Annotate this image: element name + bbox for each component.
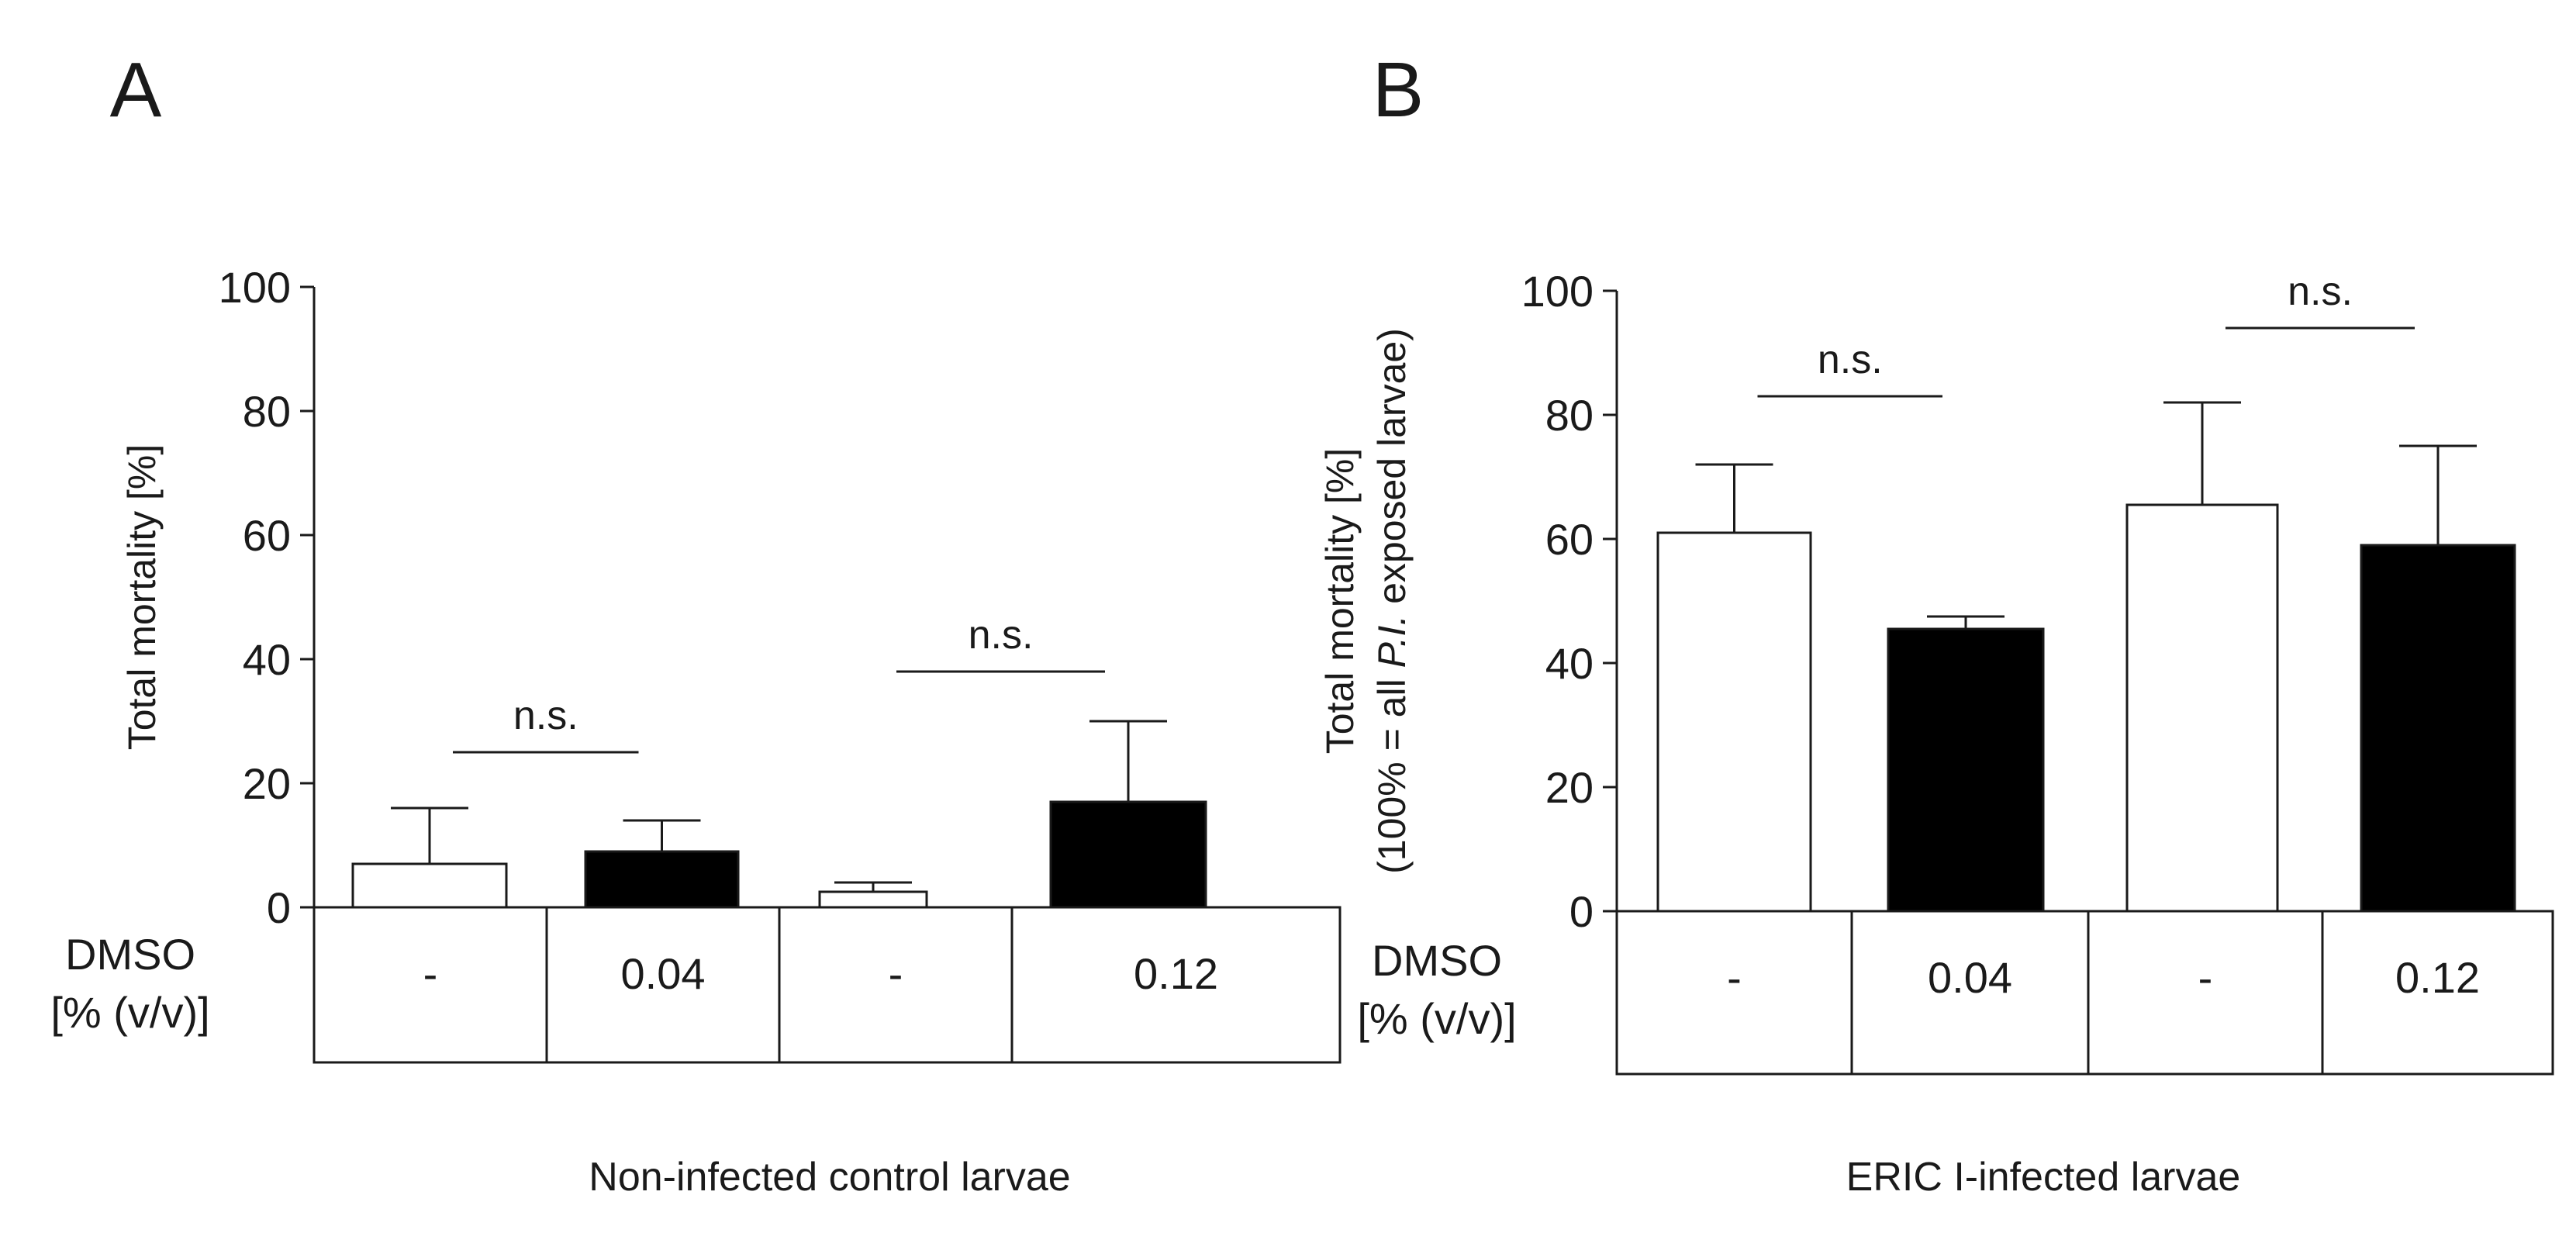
row-header-line: DMSO <box>65 930 195 979</box>
y-tick-label: 20 <box>243 759 291 808</box>
x-axis-caption: ERIC I-infected larvae <box>1846 1155 2241 1200</box>
y-tick-label: 40 <box>1545 639 1594 688</box>
y-tick-label: 100 <box>1521 267 1594 316</box>
bar <box>1049 800 1207 909</box>
dose-cell-label: - <box>423 949 438 998</box>
y-axis-label: (100% = all P.I. exposed larvae) <box>1370 328 1414 874</box>
row-header-line: [% (v/v)] <box>1357 994 1516 1043</box>
bar <box>1887 627 2045 913</box>
dose-cell-label: - <box>1727 953 1742 1002</box>
x-axis-caption: Non-infected control larvae <box>589 1155 1070 1200</box>
y-axis-label: Total mortality [%] <box>120 444 164 751</box>
y-axis-label: Total mortality [%] <box>1318 448 1362 755</box>
bar <box>1656 531 1812 913</box>
y-tick-label: 80 <box>243 387 291 436</box>
bar <box>584 850 740 909</box>
significance-label: n.s. <box>1818 337 1883 382</box>
significance-label: n.s. <box>969 613 1034 658</box>
y-tick-label: 60 <box>1545 515 1594 564</box>
bar <box>2360 544 2516 913</box>
bar <box>351 862 508 909</box>
bar <box>818 890 928 909</box>
y-tick-label: 60 <box>243 511 291 560</box>
dose-cell-label: - <box>889 949 903 998</box>
y-tick-label: 20 <box>1545 763 1594 812</box>
bar <box>2125 503 2279 913</box>
dose-cell-label: - <box>2198 953 2213 1002</box>
row-header-line: DMSO <box>1372 936 1502 985</box>
dose-cell-label: 0.04 <box>621 949 706 998</box>
dose-cell-label: 0.12 <box>2395 953 2480 1002</box>
y-tick-label: 0 <box>1569 887 1594 936</box>
dose-table-frame <box>1615 910 2554 1076</box>
dose-cell-label: 0.04 <box>1928 953 2012 1002</box>
panel-b: B 0 20 40 60 80 100 Total mortality [%](100% = … <box>1318 47 2554 1200</box>
y-tick-label: 100 <box>219 263 291 312</box>
y-tick-label: 0 <box>267 883 291 932</box>
y-tick-label: 40 <box>243 635 291 684</box>
significance-label: n.s. <box>513 693 578 738</box>
significance-label: n.s. <box>2288 269 2353 314</box>
panel-label: B <box>1373 47 1424 133</box>
panel-label: A <box>110 47 162 133</box>
y-tick-label: 80 <box>1545 391 1594 440</box>
row-header-line: [% (v/v)] <box>50 988 209 1037</box>
panel-a: A 0 20 40 60 80 100 Total mortality [%] - 0.04 - 0.… <box>50 47 1342 1200</box>
dose-cell-label: 0.12 <box>1134 949 1218 998</box>
